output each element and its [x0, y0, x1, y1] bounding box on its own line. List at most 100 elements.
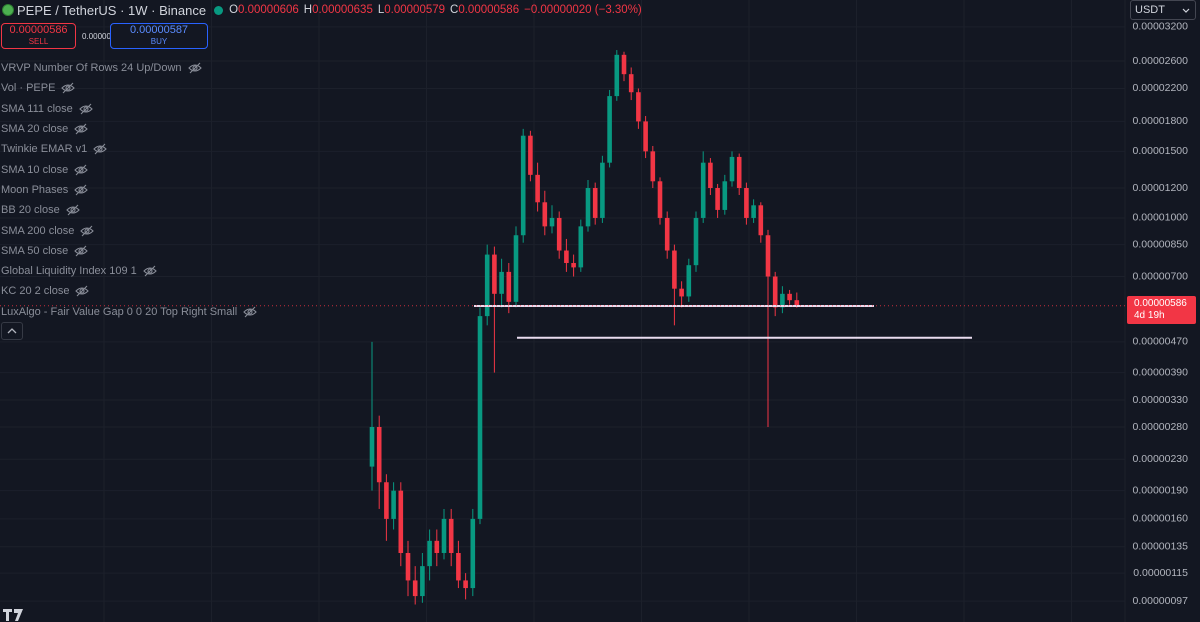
- candle-body: [542, 202, 548, 227]
- y-tick-label: 0.00000280: [1133, 421, 1189, 433]
- candle-body: [736, 156, 742, 188]
- indicator-name: Global Liquidity Index 109 1: [1, 265, 137, 278]
- buy-button[interactable]: 0.00000587 BUY: [110, 23, 208, 49]
- indicator-row[interactable]: SMA 50 close: [1, 241, 257, 261]
- indicator-row[interactable]: Global Liquidity Index 109 1: [1, 261, 257, 281]
- hidden-eye-icon[interactable]: [142, 265, 157, 277]
- candle-body: [780, 293, 785, 308]
- candle-body: [549, 217, 555, 227]
- indicator-name: SMA 50 close: [1, 244, 69, 257]
- candle-body: [463, 580, 468, 589]
- hidden-eye-icon[interactable]: [93, 143, 107, 155]
- hidden-eye-icon[interactable]: [74, 184, 89, 196]
- y-tick-label: 0.00000470: [1133, 336, 1189, 348]
- candle-body: [506, 271, 512, 302]
- candle-body: [441, 518, 447, 553]
- candle-body: [499, 271, 504, 294]
- hidden-eye-icon[interactable]: [65, 204, 80, 216]
- chevron-up: [7, 328, 17, 334]
- symbol-logo: [2, 4, 14, 16]
- y-tick-label: 0.00001800: [1133, 115, 1189, 127]
- indicator-name: VRVP Number Of Rows 24 Up/Down: [1, 62, 182, 75]
- last-price-label: 0.00000586 4d 19h: [1127, 296, 1196, 324]
- hidden-eye-icon[interactable]: [74, 245, 89, 257]
- indicator-name: SMA 111 close: [1, 102, 73, 115]
- indicator-row[interactable]: SMA 111 close: [1, 99, 257, 119]
- candle-body: [686, 265, 692, 297]
- hidden-eye-icon[interactable]: [74, 164, 89, 176]
- candle-body: [722, 181, 728, 210]
- candle-body: [751, 205, 756, 218]
- collapse-button[interactable]: [1, 322, 23, 340]
- sell-price: 0.00000586: [9, 24, 68, 36]
- buy-price: 0.00000587: [129, 24, 189, 36]
- hidden-eye-icon[interactable]: [243, 306, 258, 318]
- candle-body: [578, 226, 584, 268]
- indicator-row[interactable]: SMA 20 close: [1, 119, 257, 139]
- sell-label: SELL: [28, 37, 49, 46]
- hidden-eye-icon[interactable]: [74, 123, 89, 135]
- indicator-name: LuxAlgo - Fair Value Gap 0 0 20 Top Righ…: [1, 305, 238, 318]
- ohlc-value: 0.00000606: [238, 4, 299, 16]
- y-tick-label: 0.00003200: [1133, 21, 1189, 33]
- candle-body: [758, 205, 764, 236]
- candle-body: [564, 250, 569, 264]
- indicator-row[interactable]: SMA 10 close: [1, 159, 257, 179]
- hidden-eye-icon[interactable]: [78, 103, 93, 115]
- y-tick-label: 0.00000850: [1133, 238, 1189, 250]
- candle-body: [398, 490, 404, 553]
- candle-body: [693, 217, 699, 266]
- candle-body: [614, 54, 620, 97]
- ohlc-value: 0.00000579: [384, 4, 446, 16]
- currency-dropdown[interactable]: USDT: [1130, 0, 1196, 20]
- sell-button[interactable]: 0.00000586 SELL: [1, 23, 76, 49]
- indicator-row[interactable]: BB 20 close: [1, 200, 257, 220]
- indicator-row[interactable]: SMA 200 close: [1, 220, 257, 240]
- candle-body: [621, 54, 627, 75]
- candle-body: [492, 254, 497, 294]
- candle-body: [520, 135, 526, 236]
- y-tick-label: 0.00001000: [1133, 212, 1189, 224]
- candle-body: [470, 518, 476, 589]
- candle-body: [715, 187, 720, 210]
- symbol-name[interactable]: PEPE / TetherUS · 1W · Binance: [17, 2, 207, 18]
- candle-body: [700, 162, 706, 218]
- candle-body: [384, 482, 389, 519]
- y-tick-label: 0.00000230: [1133, 453, 1189, 465]
- indicator-row[interactable]: Vol · PEPE: [1, 78, 257, 98]
- indicator-row[interactable]: LuxAlgo - Fair Value Gap 0 0 20 Top Righ…: [1, 302, 258, 322]
- candle-body: [556, 217, 562, 251]
- ohlc-value: 0.00000635: [312, 4, 373, 16]
- indicator-row[interactable]: Moon Phases: [1, 180, 257, 200]
- candle-body: [787, 293, 792, 301]
- candle-body: [376, 426, 382, 483]
- indicator-list: VRVP Number Of Rows 24 Up/Down Vol · PEPE…: [1, 58, 258, 322]
- candle-body: [571, 263, 576, 268]
- hidden-eye-icon[interactable]: [75, 285, 90, 297]
- y-tick-label: 0.00002600: [1133, 55, 1189, 67]
- candle-body: [765, 235, 771, 277]
- candle-body: [412, 580, 418, 597]
- hidden-eye-icon[interactable]: [80, 225, 95, 237]
- market-status: [214, 5, 224, 15]
- candle-body: [513, 235, 519, 302]
- candle-body: [448, 518, 454, 553]
- candle-body: [427, 540, 432, 567]
- hidden-eye-icon[interactable]: [61, 82, 76, 94]
- candle-body: [628, 74, 634, 93]
- indicator-name: Moon Phases: [1, 183, 69, 196]
- candle-body: [679, 288, 684, 297]
- y-tick-label: 0.00000390: [1133, 366, 1189, 378]
- candle-body: [477, 316, 483, 519]
- indicator-row[interactable]: Twinkie EMAR v1: [1, 139, 257, 159]
- candle-body: [657, 181, 663, 218]
- hidden-eye-icon[interactable]: [187, 62, 202, 74]
- chevron-down: [1182, 8, 1190, 13]
- indicator-row[interactable]: VRVP Number Of Rows 24 Up/Down: [1, 58, 257, 78]
- indicator-name: SMA 20 close: [1, 123, 69, 136]
- ohlc-key: O: [229, 4, 239, 16]
- candle-body: [664, 217, 670, 251]
- candle-body: [600, 162, 605, 218]
- y-tick-label: 0.00000190: [1133, 484, 1189, 496]
- indicator-row[interactable]: KC 20 2 close: [1, 281, 257, 301]
